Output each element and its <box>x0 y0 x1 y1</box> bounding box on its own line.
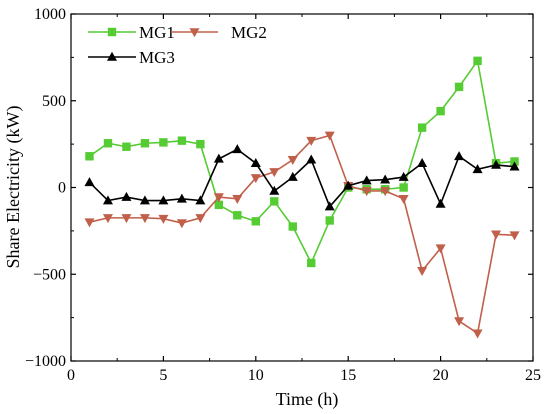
point-mg2 <box>361 187 372 197</box>
point-mg1 <box>85 152 94 161</box>
legend-marker-mg2 <box>189 28 200 38</box>
point-mg1 <box>196 139 205 149</box>
series-line-mg3 <box>88 148 515 209</box>
point-mg1 <box>122 142 131 151</box>
point-mg3 <box>213 153 224 163</box>
point-mg3 <box>361 175 372 185</box>
point-mg2 <box>102 214 113 224</box>
x-tick-label: 0 <box>67 367 75 384</box>
y-tick-label: 0 <box>58 180 66 197</box>
point-mg2 <box>213 193 224 203</box>
point-mg2 <box>509 231 520 241</box>
x-tick-label: 20 <box>433 367 449 384</box>
point-mg1 <box>103 139 113 148</box>
x-tick-label: 5 <box>159 367 167 384</box>
axes-layer: 0 5 10 15 20 25 −1000 −500 0 500 1000 <box>25 6 541 384</box>
point-mg2 <box>380 187 391 197</box>
point-mg2 <box>287 155 298 165</box>
point-mg3 <box>139 195 150 205</box>
point-mg2 <box>139 214 150 224</box>
point-mg2 <box>158 214 169 224</box>
point-mg3 <box>398 171 409 181</box>
point-mg3 <box>417 158 428 168</box>
point-mg1 <box>436 106 445 116</box>
legend-item-mg2: MG2 <box>171 23 267 42</box>
series-mg1 <box>85 56 519 268</box>
point-mg3 <box>102 195 113 205</box>
point-mg2 <box>454 317 465 327</box>
x-axis-label: Time (h) <box>276 389 339 410</box>
point-mg2 <box>472 329 483 339</box>
x-tick-label: 25 <box>525 367 541 384</box>
point-mg2 <box>435 244 446 254</box>
point-mg3 <box>158 195 169 205</box>
point-mg3 <box>491 159 502 169</box>
point-mg3 <box>509 161 520 171</box>
point-mg1 <box>473 56 482 66</box>
legend-label-mg1: MG1 <box>139 23 175 42</box>
point-mg3 <box>287 171 298 181</box>
point-mg2 <box>324 131 335 141</box>
point-mg1 <box>251 217 260 226</box>
x-tick-label: 15 <box>340 367 356 384</box>
point-mg1 <box>140 139 150 148</box>
legend-marker-mg3 <box>107 51 117 61</box>
legend-item-mg3: MG3 <box>88 48 175 67</box>
point-mg3 <box>121 191 132 201</box>
point-mg1 <box>233 211 242 220</box>
point-mg2 <box>232 194 243 204</box>
point-mg1 <box>325 216 334 225</box>
point-mg1 <box>454 82 464 92</box>
point-mg1 <box>177 136 187 145</box>
y-tick-label: 500 <box>42 93 66 110</box>
point-mg1 <box>417 123 427 132</box>
point-mg1 <box>307 258 316 268</box>
point-mg2 <box>398 194 409 204</box>
y-tick-label: 1000 <box>34 6 66 23</box>
point-mg3 <box>343 180 354 190</box>
point-mg3 <box>269 185 280 195</box>
point-mg1 <box>270 197 279 206</box>
point-mg3 <box>176 193 187 203</box>
point-mg3 <box>435 198 446 208</box>
point-mg2 <box>306 136 317 146</box>
legend-label-mg3: MG3 <box>139 48 175 67</box>
point-mg3 <box>324 201 335 211</box>
point-mg2 <box>121 214 132 224</box>
point-mg3 <box>195 195 206 205</box>
point-mg2 <box>491 230 502 240</box>
point-mg1 <box>288 222 297 231</box>
point-mg1 <box>159 138 168 147</box>
point-mg3 <box>380 174 391 184</box>
point-mg2 <box>269 168 280 178</box>
point-mg1 <box>399 183 408 192</box>
point-mg3 <box>472 164 483 174</box>
point-mg1 <box>214 200 224 210</box>
y-tick-label: −500 <box>33 266 66 283</box>
point-mg2 <box>417 266 428 276</box>
point-mg2 <box>176 219 187 229</box>
point-mg3 <box>306 154 317 164</box>
point-mg2 <box>84 218 95 228</box>
legend-label-mg2: MG2 <box>231 23 267 42</box>
point-mg3 <box>232 144 243 154</box>
point-mg1 <box>510 157 519 166</box>
point-mg3 <box>250 158 261 168</box>
y-axis-label: Share Electricity (kW) <box>3 106 24 269</box>
series-layer <box>84 56 520 339</box>
point-mg3 <box>454 151 465 161</box>
legend-marker-mg1 <box>107 27 117 37</box>
point-mg2 <box>195 214 206 224</box>
series-mg3 <box>84 144 520 211</box>
point-mg3 <box>84 177 95 187</box>
point-mg2 <box>250 174 261 184</box>
series-mg2 <box>84 131 520 339</box>
series-line-mg1 <box>89 58 515 265</box>
y-tick-label: −1000 <box>25 353 66 370</box>
x-tick-label: 10 <box>248 367 264 384</box>
legend-item-mg1: MG1 <box>88 23 175 42</box>
legend: MG1 MG2 MG3 <box>88 23 267 67</box>
series-line-mg2 <box>89 134 515 335</box>
